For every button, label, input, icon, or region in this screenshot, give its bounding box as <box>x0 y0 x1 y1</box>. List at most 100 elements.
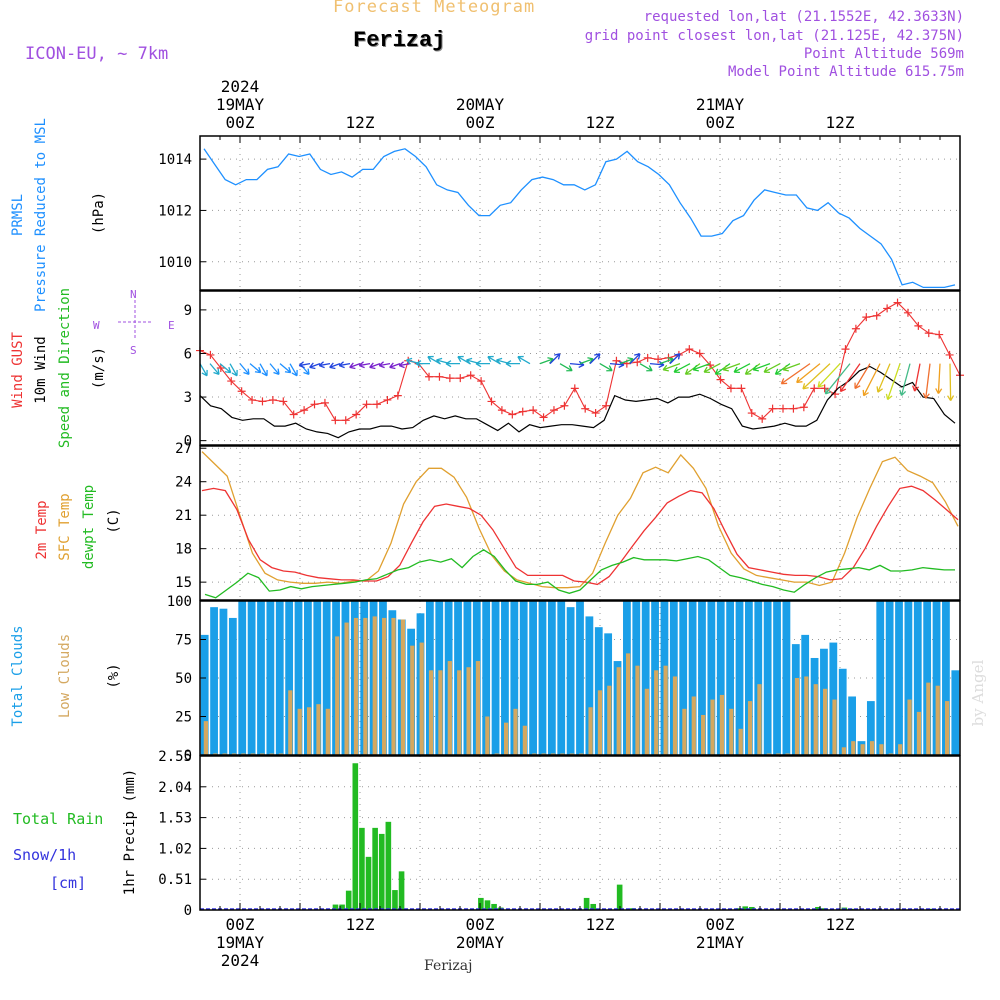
ytick-label: 2.55 <box>158 749 192 765</box>
total-cloud-bar <box>585 616 594 755</box>
time-label-bottom: 12Z <box>346 915 375 934</box>
rain-label: Total Rain <box>13 810 104 828</box>
compass-e: E <box>168 319 175 332</box>
low-cloud-bar <box>682 708 687 755</box>
gust-point <box>393 391 402 400</box>
gust-point <box>685 345 694 354</box>
gust-point <box>227 377 236 386</box>
total-cloud-bar <box>238 601 247 755</box>
axis-ticks: 10101012101403691518212427025507510000.5… <box>118 77 961 970</box>
wind-direction-arrow <box>722 363 741 372</box>
time-label-bottom: 00Z <box>706 915 735 934</box>
total-cloud-bar <box>266 601 275 755</box>
total-cloud-bar <box>735 601 744 755</box>
wind-direction-arrow <box>885 363 901 401</box>
gust-point <box>862 313 871 322</box>
low-clouds-label: Low Clouds <box>57 633 73 719</box>
low-cloud-bar <box>325 708 330 755</box>
low-cloud-bar <box>241 753 246 755</box>
gust-point <box>914 321 923 330</box>
total-cloud-bar <box>482 601 491 755</box>
low-cloud-bar <box>213 753 218 755</box>
ytick-label: 1014 <box>158 152 192 168</box>
low-cloud-bar <box>541 753 546 755</box>
total-cloud-bar <box>904 601 913 755</box>
compass-s: S <box>130 344 137 357</box>
gridlines <box>200 136 960 911</box>
low-cloud-bar <box>250 753 255 755</box>
ytick-label: 9 <box>184 303 192 319</box>
wind-direction-arrow <box>817 363 841 388</box>
wind-direction-arrow <box>358 361 371 369</box>
gust-point <box>602 401 611 410</box>
total-cloud-bar <box>501 601 509 755</box>
ytick-label: 1010 <box>158 255 192 271</box>
wind-direction-arrow <box>589 353 601 365</box>
total-cloud-bar <box>773 601 781 755</box>
chart-subtitle: Forecast Meteogram <box>333 0 536 17</box>
low-cloud-bar <box>729 708 734 755</box>
ytick-label: 50 <box>175 671 192 687</box>
wind-direction-arrow <box>802 363 831 390</box>
wind-direction-arrow <box>692 363 711 372</box>
wind-direction-arrow <box>684 363 701 375</box>
low-cloud-bar <box>391 617 396 755</box>
gust-point <box>341 416 350 425</box>
low-cloud-bar <box>823 688 828 755</box>
total-cloud-bar <box>313 601 322 755</box>
gust-point <box>300 406 309 415</box>
pressure-label-desc: Pressure Reduced to MSL <box>33 118 49 312</box>
low-cloud-bar <box>776 753 781 755</box>
total-cloud-bar <box>951 670 960 755</box>
rain-bar <box>616 884 623 910</box>
precip-axis-label: 1hr Precip (mm) <box>122 768 138 896</box>
total-cloud-bar <box>304 601 312 755</box>
time-label-bottom: 20MAY <box>456 933 505 952</box>
gust-point <box>331 416 340 425</box>
wind-direction-arrow <box>378 361 391 369</box>
low-cloud-bar <box>672 676 678 755</box>
gust-point <box>206 350 215 359</box>
total-cloud-bar <box>838 668 847 755</box>
total-cloud-bar <box>566 607 575 755</box>
temp-unit-label: (C) <box>106 508 122 534</box>
wind-direction-arrow <box>338 361 351 369</box>
total-cloud-bar <box>519 601 528 755</box>
total-cloud-bar <box>210 607 218 755</box>
low-cloud-bar <box>710 699 715 755</box>
total-cloud-bar <box>876 601 885 755</box>
wind-direction-arrow <box>912 363 921 392</box>
gust-point <box>570 384 579 393</box>
ytick-label: 27 <box>175 441 192 457</box>
gust-point <box>310 400 319 409</box>
wind-direction-arrow <box>389 362 401 370</box>
ytick-label: 0.51 <box>158 872 192 888</box>
low-cloud-bar <box>269 753 274 755</box>
gust-point <box>820 384 829 393</box>
wind-direction-arrow <box>662 363 681 372</box>
wind-direction-arrow <box>549 353 561 365</box>
t2m-label: 2m Temp <box>34 500 50 560</box>
low-cloud-bar <box>485 716 490 755</box>
rain-bar <box>385 821 392 910</box>
total-cloud-bar <box>848 696 856 755</box>
low-cloud-bar <box>504 722 509 755</box>
gust-point <box>726 384 735 393</box>
total-cloud-bar <box>698 601 706 755</box>
gust-point <box>248 395 257 404</box>
low-cloud-bar <box>804 676 809 755</box>
low-cloud-bar <box>278 753 284 755</box>
wind-direction-arrow <box>209 363 220 375</box>
time-label-bottom: 00Z <box>466 915 495 934</box>
gust-point <box>893 298 902 307</box>
low-cloud-bar <box>907 699 912 755</box>
wind-direction-arrow <box>744 363 761 375</box>
total-cloud-bar <box>707 601 716 755</box>
gust-point <box>883 304 892 313</box>
wind-direction-arrow <box>629 353 641 365</box>
total-cloud-bar <box>294 601 303 755</box>
wind-direction-arrow <box>854 363 871 390</box>
low-cloud-bar <box>222 753 227 755</box>
total-cloud-bar <box>538 601 547 755</box>
wind-direction-label: Speed and Direction <box>57 287 73 449</box>
